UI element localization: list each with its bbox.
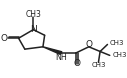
Text: N: N bbox=[30, 25, 37, 34]
Text: CH3: CH3 bbox=[112, 52, 127, 58]
Text: O: O bbox=[0, 34, 7, 43]
Text: CH3: CH3 bbox=[110, 40, 124, 46]
Polygon shape bbox=[43, 47, 62, 54]
Text: NH: NH bbox=[56, 53, 67, 62]
Text: CH3: CH3 bbox=[92, 62, 106, 68]
Text: CH3: CH3 bbox=[25, 10, 41, 19]
Text: O: O bbox=[74, 59, 81, 68]
Text: O: O bbox=[85, 40, 92, 49]
